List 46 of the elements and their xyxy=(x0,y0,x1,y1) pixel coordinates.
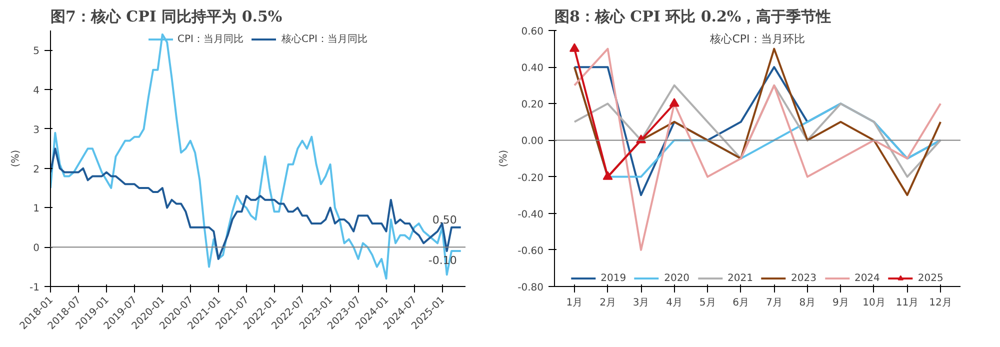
x-tick-label: 3月 xyxy=(632,298,650,308)
chart-title: 图7：核心 CPI 同比持平为 0.5% xyxy=(50,8,282,26)
y-axis-title: (%) xyxy=(498,150,510,168)
chart-title: 图8：核心 CPI 环比 0.2%，高于季节性 xyxy=(554,8,832,26)
x-tick-label: 11月 xyxy=(896,298,919,308)
y-tick-label: 5 xyxy=(33,46,40,58)
line-series xyxy=(50,33,462,280)
y-tick-label: 0.00 xyxy=(521,136,544,148)
y-tick-label: 0.40 xyxy=(521,63,544,74)
point xyxy=(669,98,680,107)
y-tick-label: -1 xyxy=(30,282,40,294)
legend-label: 2021 xyxy=(728,272,753,284)
chart-subtitle: 核心CPI：当月环比 xyxy=(709,32,805,46)
y-tick-label: -0.80 xyxy=(518,282,544,294)
annotation: 0.50 xyxy=(432,213,457,226)
x-tick-label: 7月 xyxy=(766,298,782,308)
y-tick-label: 0.60 xyxy=(521,26,544,38)
x-tick-label: 9月 xyxy=(832,298,849,308)
legend-label: 2025 xyxy=(918,272,944,284)
point xyxy=(602,171,613,180)
y-tick-label: 0 xyxy=(33,243,40,254)
legend-label: CPI：当月同比 xyxy=(178,32,244,46)
y-tick-label: 2 xyxy=(33,164,40,176)
y-tick-label: -0.60 xyxy=(518,246,544,257)
y-tick-label: 0.20 xyxy=(521,100,544,111)
x-tick-label: 8月 xyxy=(799,298,816,308)
x-tick-label: 5月 xyxy=(699,298,716,308)
line-series xyxy=(573,48,942,251)
point xyxy=(569,43,580,52)
x-tick-label: 2月 xyxy=(600,298,616,308)
y-tick-label: 3 xyxy=(33,124,40,136)
y-axis-title: (%) xyxy=(10,150,22,168)
x-tick-label: 1月 xyxy=(566,298,583,308)
legend-label: 2020 xyxy=(664,272,690,284)
legend-label: 2024 xyxy=(854,272,880,284)
legend-label: 核心CPI：当月同比 xyxy=(282,32,368,46)
x-tick-label: 10月 xyxy=(862,298,886,308)
x-tick-label: 6月 xyxy=(732,298,750,308)
y-tick-label: 4 xyxy=(33,86,40,97)
legend-label: 2019 xyxy=(600,272,626,284)
y-tick-label: -0.20 xyxy=(518,172,544,184)
x-tick-label: 4月 xyxy=(666,298,682,308)
y-tick-label: 1 xyxy=(33,204,40,215)
x-tick-label: 12月 xyxy=(929,298,952,308)
y-tick-label: -0.40 xyxy=(518,209,544,220)
legend-label: 2023 xyxy=(791,272,816,284)
